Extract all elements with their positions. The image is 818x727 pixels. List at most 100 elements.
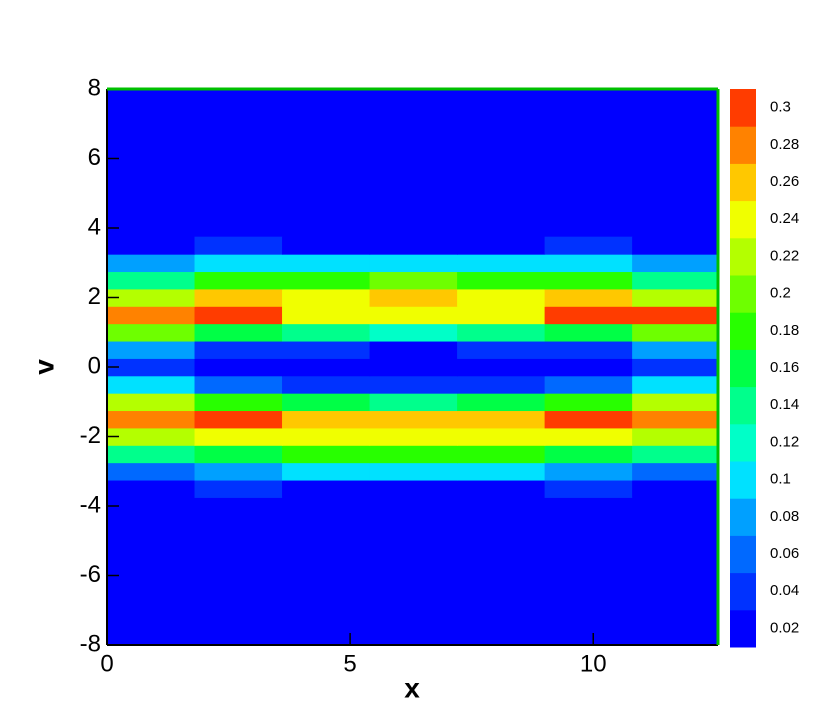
contour-cell (544, 254, 633, 273)
contour-cell (632, 445, 719, 464)
contour-cell (544, 410, 633, 429)
contour-cell (107, 375, 196, 394)
colorbar-label: 0.3 (770, 99, 791, 116)
contour-cell (107, 236, 196, 255)
contour-cell (282, 358, 371, 377)
contour-cell (632, 375, 719, 394)
y-tick-label: -2 (80, 422, 101, 449)
contour-cell (194, 358, 283, 377)
colorbar-label: 0.08 (770, 508, 799, 525)
contour-cell (282, 288, 371, 307)
contour-cell (369, 393, 458, 412)
colorbar-swatch (730, 461, 756, 499)
contour-cell (632, 479, 719, 498)
contour-cell (282, 375, 371, 394)
contour-cell (107, 306, 196, 325)
colorbar-label: 0.06 (770, 545, 799, 562)
x-tick-label: 10 (580, 650, 607, 677)
contour-cell (457, 236, 546, 255)
x-axis-label: x (404, 672, 420, 703)
colorbar-swatch (730, 275, 756, 313)
colorbar-swatch (730, 126, 756, 164)
y-tick-label: 4 (88, 213, 101, 240)
contour-cell (457, 358, 546, 377)
colorbar-label: 0.24 (770, 210, 799, 227)
contour-cell (107, 323, 196, 342)
contour-cell (457, 445, 546, 464)
contour-cell (457, 462, 546, 481)
y-tick-label: 6 (88, 144, 101, 171)
contour-cell (544, 271, 633, 290)
contour-cell (107, 410, 196, 429)
contour-cell (632, 236, 719, 255)
contour-cell (457, 340, 546, 359)
y-tick-label: -4 (80, 491, 101, 518)
contour-cell (194, 236, 283, 255)
colorbar-label: 0.12 (770, 433, 799, 450)
contour-cell (632, 358, 719, 377)
colorbar-swatch (730, 200, 756, 239)
contour-cell (107, 393, 196, 412)
contour-cell (194, 323, 283, 342)
contour-cell (369, 375, 458, 394)
contour-cell (282, 445, 371, 464)
contour-cell (457, 288, 546, 307)
y-tick-label: 2 (88, 283, 101, 310)
contour-cell (544, 323, 633, 342)
contour-cell (369, 306, 458, 325)
contour-cell (369, 340, 458, 359)
contour-cell (107, 358, 196, 377)
contour-cell (282, 340, 371, 359)
colorbar-label: 0.02 (770, 619, 799, 636)
contour-cell (282, 393, 371, 412)
colorbar-label: 0.18 (770, 322, 799, 339)
contour-cell (107, 254, 196, 273)
contour-cell (282, 254, 371, 273)
contour-cell (194, 340, 283, 359)
colorbar-label: 0.14 (770, 396, 799, 413)
contour-cell (457, 323, 546, 342)
colorbar-swatch (730, 349, 756, 388)
colorbar-swatch (730, 386, 756, 425)
contour-cell (632, 410, 719, 429)
contour-cell (544, 288, 633, 307)
contour-cell (107, 271, 196, 290)
contour-cell (107, 340, 196, 359)
contour-cell (282, 462, 371, 481)
y-tick-label: -6 (80, 561, 101, 588)
contour-cell (194, 271, 283, 290)
contour-cell (107, 427, 196, 446)
contour-cell (282, 427, 371, 446)
colorbar-label: 0.2 (770, 285, 791, 302)
colorbar-swatch (730, 572, 756, 611)
y-tick-label: 8 (88, 74, 101, 101)
contour-cell (282, 306, 371, 325)
contour-cell (632, 462, 719, 481)
contour-cell (632, 306, 719, 325)
contour-cell (632, 288, 719, 307)
contour-cell (369, 323, 458, 342)
y-tick-label: 0 (88, 352, 101, 379)
x-tick-label: 0 (100, 650, 113, 677)
contour-cell (544, 462, 633, 481)
contour-cell (544, 375, 633, 394)
colorbar-swatch (730, 423, 756, 462)
contour-cell (194, 288, 283, 307)
contour-cell (194, 427, 283, 446)
colorbar-label: 0.26 (770, 173, 799, 190)
contour-cell (544, 479, 633, 498)
contour-cell (632, 393, 719, 412)
colorbar-swatch (730, 535, 756, 574)
y-tick-label: -8 (80, 630, 101, 657)
colorbar-label: 0.04 (770, 582, 799, 599)
contour-cell (544, 393, 633, 412)
contour-cell (107, 462, 196, 481)
contour-cell (632, 427, 719, 446)
contour-cell (369, 427, 458, 446)
contour-cell (544, 427, 633, 446)
contour-cell (107, 288, 196, 307)
contour-cell (457, 375, 546, 394)
contour-cell (369, 462, 458, 481)
x-tick-label: 5 (343, 650, 356, 677)
